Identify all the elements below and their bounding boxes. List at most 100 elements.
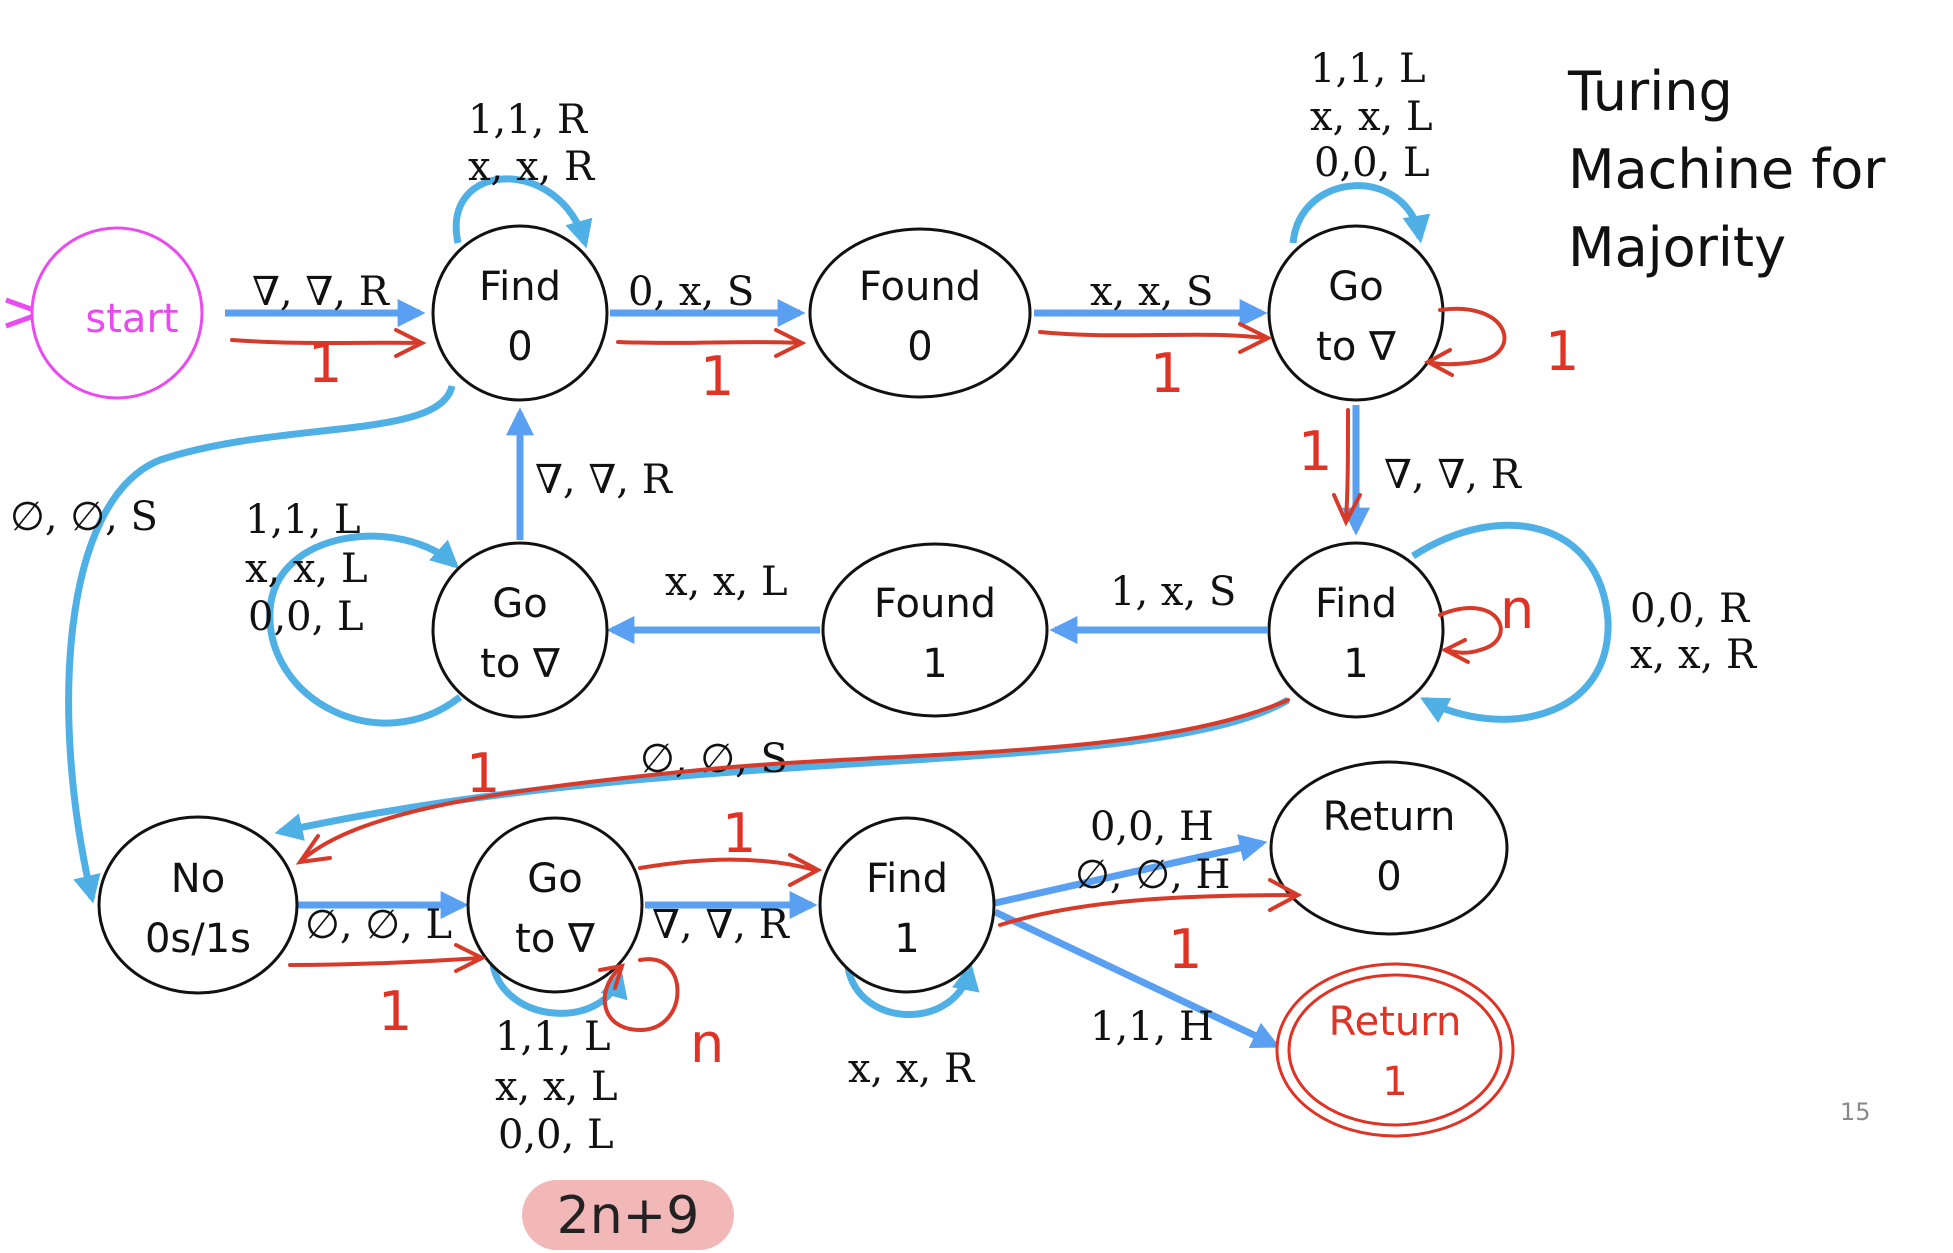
- state-ret1-l2: 1: [1382, 1059, 1407, 1105]
- state-goto1-l1: Go: [1328, 264, 1383, 310]
- state-goto2-l2: to ∇: [480, 641, 560, 687]
- label-find1-loop-2: x, x, R: [1630, 632, 1758, 678]
- loop-find1b: [844, 962, 980, 1018]
- label-find0-found0: 0, x, S: [628, 269, 754, 315]
- label-find1b-loop: x, x, R: [848, 1046, 976, 1092]
- red-arrow-find1-no: [295, 698, 1290, 865]
- state-find0: [431, 224, 609, 402]
- red-arrow-find1b-ret0: [998, 878, 1303, 927]
- red-arrow-find0-found0: [616, 328, 807, 358]
- page-number: 15: [1840, 1098, 1871, 1126]
- note-1-goto1-self: 1: [1545, 320, 1579, 383]
- label-goto2-loop-1: 1,1, L: [245, 497, 361, 543]
- label-goto3-loop-3: 0,0, L: [498, 1112, 614, 1158]
- state-ret1-l1: Return: [1329, 999, 1462, 1045]
- state-found1: [821, 542, 1049, 718]
- red-arrow-goto1-find1: [1332, 408, 1362, 527]
- label-goto3-find1b: ∇, ∇, R: [652, 902, 791, 948]
- note-1-goto1-find1: 1: [1298, 420, 1332, 483]
- state-goto3-l2: to ∇: [515, 916, 595, 962]
- label-goto1-loop-1: 1,1, L: [1310, 46, 1426, 92]
- label-find0-loop-2: x, x, R: [468, 144, 596, 190]
- state-goto2-l1: Go: [492, 581, 547, 627]
- state-start: [30, 226, 204, 400]
- red-arrow-no-goto3: [288, 943, 487, 973]
- label-goto3-loop-1: 1,1, L: [495, 1014, 611, 1060]
- state-no-l1: No: [171, 856, 225, 902]
- red-arrow-goto3-find1b: [638, 853, 823, 887]
- edge-find0-no: [65, 384, 456, 904]
- budget-text: 2n+9: [557, 1186, 700, 1246]
- title-line-2: Machine for: [1568, 138, 1886, 201]
- label-found0-goto1: x, x, S: [1090, 269, 1213, 315]
- red-self-find1: [1438, 606, 1503, 664]
- state-ret1-inner: [1287, 973, 1503, 1127]
- label-find1-loop-1: 0,0, R: [1630, 586, 1751, 632]
- state-find1b: [818, 816, 996, 994]
- label-find1b-ret1: 1,1, H: [1090, 1004, 1214, 1050]
- label-find1-found1: 1, x, S: [1110, 569, 1236, 615]
- state-goto3: [466, 816, 644, 994]
- label-goto2-loop-2: x, x, L: [245, 546, 368, 592]
- state-find1b-l1: Find: [866, 856, 948, 902]
- note-1-find1-no: 1: [466, 742, 500, 805]
- title-line-3: Majority: [1568, 216, 1786, 279]
- loop-goto3: [489, 964, 628, 1017]
- state-find1-l1: Find: [1315, 581, 1397, 627]
- label-start-find0: ∇, ∇, R: [252, 269, 391, 315]
- note-n-goto3-self: n: [690, 1012, 724, 1075]
- note-1-start-find0: 1: [308, 332, 342, 395]
- note-1-no-goto3: 1: [378, 980, 412, 1043]
- edge-find1b-ret0: [994, 834, 1268, 907]
- red-self-goto1: [1423, 306, 1507, 377]
- label-find1b-ret0-2: ∅, ∅, H: [1075, 852, 1230, 898]
- label-no-goto3: ∅, ∅, L: [305, 902, 452, 948]
- label-find0-no: ∅, ∅, S: [10, 494, 158, 540]
- label-goto3-loop-2: x, x, L: [495, 1064, 618, 1110]
- state-no-l2: 0s/1s: [145, 916, 251, 962]
- state-found1-l1: Found: [874, 581, 996, 627]
- state-ret0-l2: 0: [1376, 854, 1401, 900]
- note-1-found0-goto1: 1: [1150, 342, 1184, 405]
- label-find1b-ret0-1: 0,0, H: [1090, 804, 1214, 850]
- label-goto2-loop-3: 0,0, L: [248, 594, 364, 640]
- loop-find1: [1411, 521, 1612, 723]
- state-found0-l2: 0: [907, 324, 932, 370]
- state-find0-l1: Find: [479, 264, 561, 310]
- label-found1-goto2: x, x, L: [665, 559, 788, 605]
- state-ret0: [1269, 760, 1509, 936]
- state-ret1-outer: [1275, 962, 1515, 1138]
- note-1-find1b-ret0: 1: [1168, 918, 1202, 981]
- state-find1b-l2: 1: [894, 916, 919, 962]
- state-start-label: start: [85, 296, 178, 342]
- state-goto2: [431, 541, 609, 719]
- state-found0-l1: Found: [859, 264, 981, 310]
- label-goto1-find1: ∇, ∇, R: [1384, 452, 1523, 498]
- state-goto1-l2: to ∇: [1316, 324, 1396, 370]
- label-find0-loop-1: 1,1, R: [468, 97, 589, 143]
- state-ret0-l1: Return: [1323, 794, 1456, 840]
- title-line-1: Turing: [1567, 60, 1733, 123]
- note-n-find1-self: n: [1500, 578, 1534, 641]
- state-found0: [808, 227, 1032, 399]
- red-arrow-found0-goto1: [1038, 322, 1273, 354]
- note-1-find0-found0: 1: [700, 345, 734, 408]
- state-find1: [1267, 541, 1445, 719]
- edge-find1b-ret1: [993, 908, 1281, 1049]
- loop-goto1: [1289, 182, 1431, 244]
- label-goto1-loop-2: x, x, L: [1310, 94, 1433, 140]
- label-goto2-find0: ∇, ∇, R: [535, 457, 674, 503]
- label-goto1-loop-3: 0,0, L: [1314, 140, 1430, 186]
- budget-badge: [522, 1180, 734, 1250]
- state-find0-l2: 0: [507, 324, 532, 370]
- state-found1-l2: 1: [922, 641, 947, 687]
- state-find1-l2: 1: [1343, 641, 1368, 687]
- state-goto3-l1: Go: [527, 856, 582, 902]
- note-1-goto3-find1b: 1: [722, 802, 756, 865]
- red-self-goto3: [598, 957, 680, 1033]
- loop-find0: [452, 175, 593, 249]
- state-no: [97, 815, 299, 995]
- state-goto1: [1267, 224, 1445, 402]
